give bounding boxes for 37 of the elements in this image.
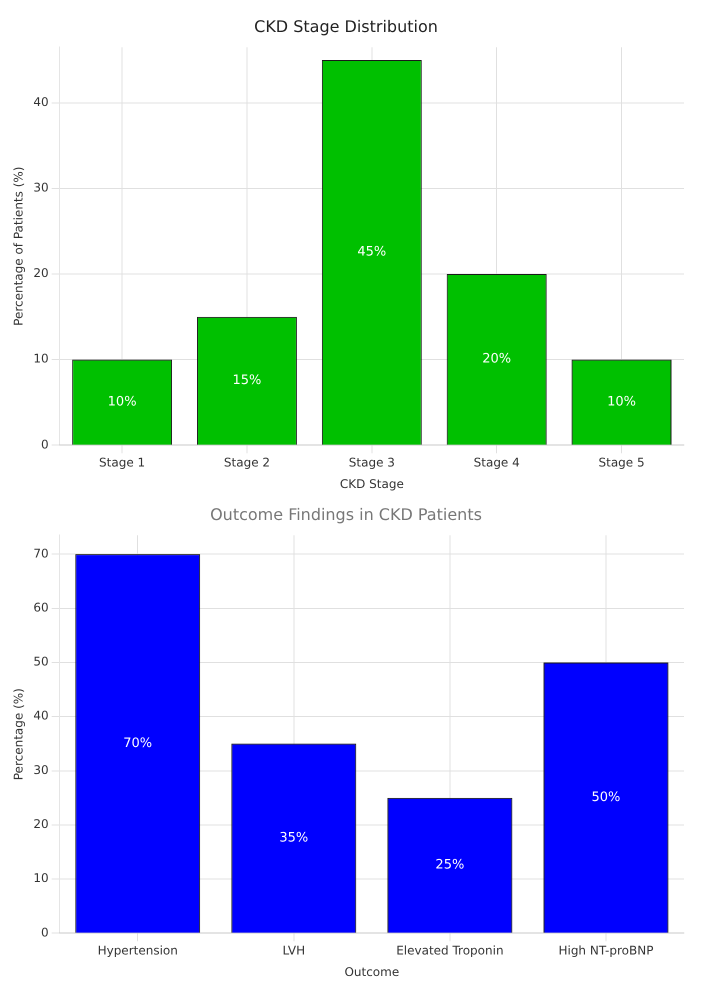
data-label: 50% — [592, 790, 620, 805]
y-tick-label: 30 — [33, 180, 49, 195]
data-label: 70% — [123, 736, 152, 751]
y-tick-label: 50 — [33, 654, 49, 669]
y-axis-title: Percentage of Patients (%) — [11, 166, 26, 326]
y-tick-label: 20 — [33, 817, 49, 832]
x-tick-label: LVH — [282, 944, 306, 958]
x-tick-label: High NT-proBNP — [558, 944, 654, 958]
y-tick-label: 10 — [33, 352, 49, 366]
data-label: 10% — [108, 394, 137, 410]
data-label: 20% — [482, 352, 512, 367]
data-label: 10% — [607, 394, 636, 410]
data-label: 45% — [357, 244, 386, 260]
y-tick-label: 60 — [33, 600, 49, 614]
x-tick-label: Stage 2 — [224, 456, 270, 470]
y-tick-label: 10 — [33, 871, 49, 886]
y-tick-label: 70 — [33, 546, 49, 560]
x-tick-label: Stage 1 — [99, 456, 146, 470]
data-label: 25% — [435, 858, 464, 873]
y-tick-label: 20 — [33, 266, 49, 280]
y-tick-label: 40 — [33, 94, 49, 109]
data-label: 35% — [279, 830, 308, 846]
x-tick-label: Hypertension — [98, 944, 178, 958]
y-axis-title: Percentage (%) — [11, 688, 26, 780]
y-tick-label: 0 — [41, 925, 49, 940]
y-tick-label: 30 — [33, 762, 49, 777]
x-tick-label: Elevated Troponin — [396, 944, 504, 958]
data-label: 15% — [232, 373, 262, 388]
x-tick-label: Stage 3 — [348, 456, 395, 470]
chart-title: Outcome Findings in CKD Patients — [210, 504, 482, 524]
y-tick-label: 0 — [41, 437, 49, 452]
x-tick-label: Stage 4 — [474, 456, 520, 470]
x-tick-label: Stage 5 — [598, 456, 645, 470]
x-axis-title: CKD Stage — [340, 476, 404, 491]
chart-title: CKD Stage Distribution — [254, 16, 438, 36]
x-axis-title: Outcome — [344, 964, 400, 979]
y-tick-label: 40 — [33, 708, 49, 723]
